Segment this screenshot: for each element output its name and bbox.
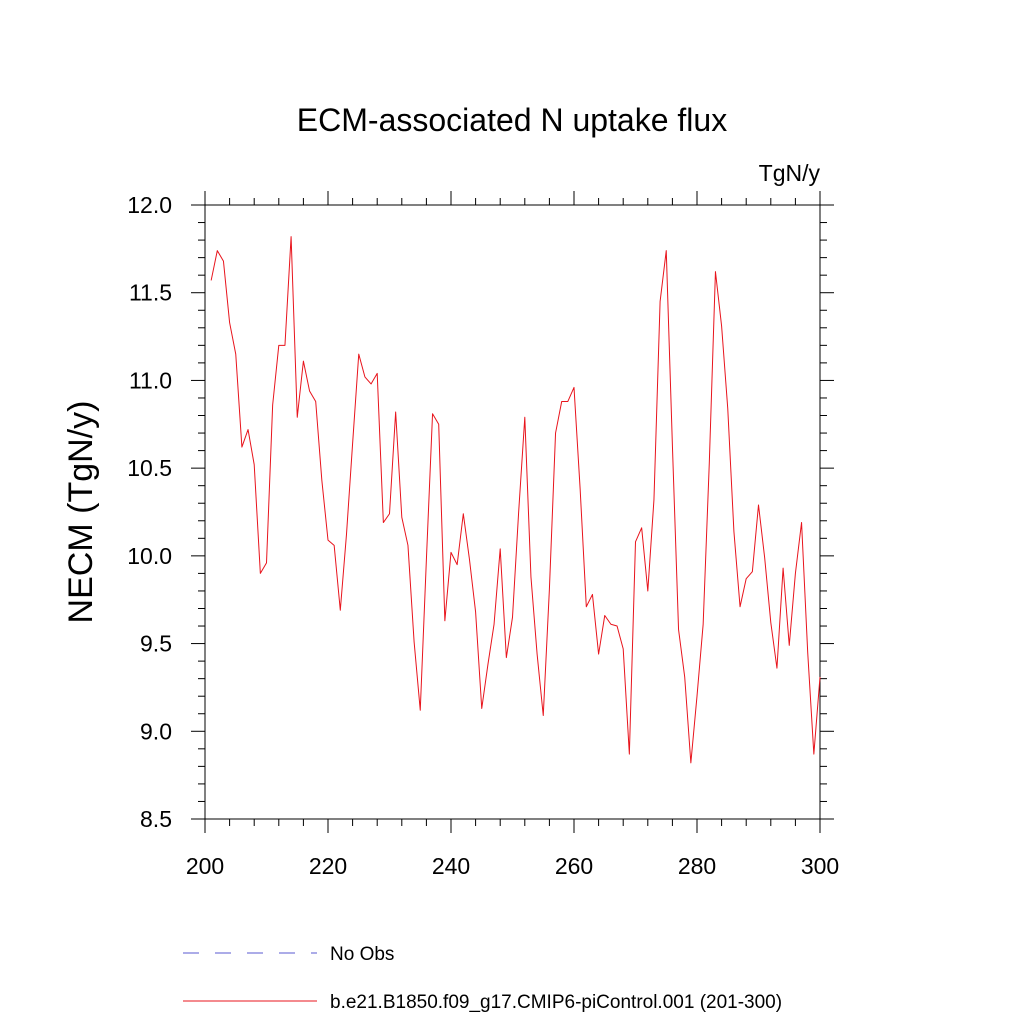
plot-series xyxy=(210,236,821,764)
y-tick-label: 9.0 xyxy=(140,718,172,744)
x-tick-label: 260 xyxy=(555,853,593,879)
series-line-0 xyxy=(210,236,821,764)
plot-frame xyxy=(204,204,821,820)
legend-label-model-run: b.e21.B1850.f09_g17.CMIP6-piControl.001 … xyxy=(330,992,782,1013)
legend: No Obs b.e21.B1850.f09_g17.CMIP6-piContr… xyxy=(183,944,782,1013)
y-tick-label: 10.0 xyxy=(127,543,172,569)
y-tick-label: 8.5 xyxy=(140,806,172,832)
y-axis-title: NECM (TgN/y) xyxy=(62,401,100,624)
legend-label-no-obs: No Obs xyxy=(330,944,394,965)
x-tick-label: 200 xyxy=(186,853,224,879)
x-tick-label: 280 xyxy=(678,853,716,879)
units-label: TgN/y xyxy=(759,160,821,186)
y-tick-label: 11.5 xyxy=(129,280,172,306)
y-tick-label: 11.0 xyxy=(129,367,172,393)
chart-title: ECM-associated N uptake flux xyxy=(297,102,727,138)
axes: 200 220 240 260 280 300 8.5 9.0 9.5 10.0 10.5 11.0 1… xyxy=(127,191,839,879)
y-tick-label: 10.5 xyxy=(127,455,172,481)
y-tick-label: 9.5 xyxy=(140,631,172,657)
x-tick-label: 220 xyxy=(309,853,347,879)
x-tick-label: 300 xyxy=(801,853,839,879)
x-tick-label: 240 xyxy=(432,853,470,879)
y-tick-label: 12.0 xyxy=(127,192,172,218)
